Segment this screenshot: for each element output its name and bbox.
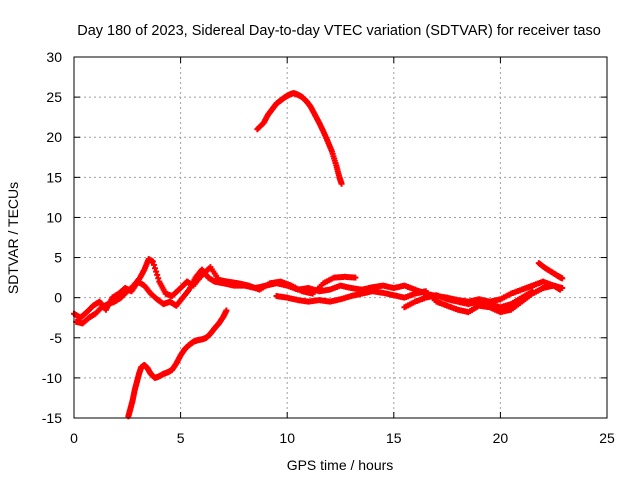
y-tick-label: 0 [54,290,62,306]
y-tick-label: 25 [46,89,62,105]
x-tick-label: 0 [70,430,78,446]
tick-labels: 0 5 10 15 20 25 -15 -10 -5 0 5 10 15 20 25 30 [42,49,615,446]
plot-frame [73,56,608,419]
y-tick-label: 20 [46,129,62,145]
series-track-main-band-d [401,288,536,311]
data-point-marker [154,271,161,278]
data-point-marker [338,180,345,187]
y-tick-label: 15 [46,169,62,185]
x-tick-label: 5 [177,430,185,446]
x-tick-label: 10 [279,430,295,446]
y-tick-label: 10 [46,209,62,225]
x-tick-label: 25 [599,430,615,446]
data-point-marker [152,265,159,272]
x-tick-label: 15 [386,430,402,446]
series-track-main-band-b [73,256,359,327]
data-point-marker [153,268,160,275]
data-marks [71,90,566,420]
data-point-marker [559,275,566,282]
axis-ticks [73,56,608,419]
data-point-marker [150,261,157,268]
data-point-marker [529,288,536,295]
data-point-marker [559,285,566,292]
data-point-marker [352,274,359,281]
series-track-high-arc [254,90,345,187]
data-point-marker [223,307,230,314]
data-point-marker [155,275,162,282]
y-tick-label: -10 [42,370,62,386]
data-point-marker [149,258,156,265]
series-track-rising-arc [125,307,230,420]
x-tick-label: 20 [493,430,509,446]
y-axis-label: SDTVAR / TECUs [5,182,21,294]
y-tick-label: 30 [46,49,62,65]
chart-title: Day 180 of 2023, Sidereal Day-to-day VTE… [77,23,601,39]
x-axis-label: GPS time / hours [287,457,394,473]
y-tick-label: -15 [42,410,62,426]
series-track-late-tail [535,260,566,282]
y-tick-label: -5 [50,330,63,346]
y-tick-label: 5 [54,250,62,266]
